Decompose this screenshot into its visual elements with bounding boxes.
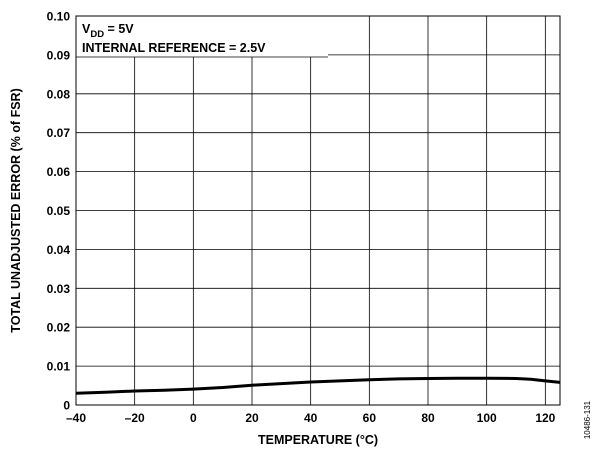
annotation-background: [76, 14, 328, 57]
y-tick-label: 0.03: [47, 282, 71, 296]
y-axis-title: TOTAL UNADJUSTED ERROR (% of FSR): [9, 88, 23, 332]
vdd-rest: = 5V: [104, 22, 134, 36]
grid-lines: [75, 15, 560, 406]
y-tick-label: 0.09: [47, 48, 71, 62]
x-tick-label: 20: [245, 411, 259, 425]
x-tick-label: 40: [304, 411, 318, 425]
y-tick-label: 0.08: [47, 87, 71, 101]
x-axis-title: TEMPERATURE (°C): [258, 433, 378, 447]
x-tick-label: 0: [190, 411, 197, 425]
y-tick-label: 0.06: [47, 165, 71, 179]
y-tick-label: 0.07: [47, 126, 71, 140]
vdd-annotation: VDD = 5V: [82, 22, 134, 40]
y-tick-label: 0.02: [47, 321, 71, 335]
series-line: [75, 376, 561, 395]
x-tick-label: –20: [125, 411, 145, 425]
x-tick-label: –40: [66, 411, 86, 425]
plot-frame: [75, 15, 561, 406]
x-tick-label: 80: [421, 411, 435, 425]
y-tick-label: 0.04: [47, 243, 71, 257]
vdd-subscript: DD: [90, 29, 104, 40]
y-tick-label: 0: [63, 399, 70, 413]
reference-annotation: INTERNAL REFERENCE = 2.5V: [82, 41, 266, 55]
x-tick-label: 120: [535, 411, 555, 425]
y-tick-label: 0.01: [47, 360, 71, 374]
series-group: [75, 376, 561, 395]
x-tick-label: 60: [363, 411, 377, 425]
y-tick-label: 0.10: [47, 10, 71, 24]
figure-code: 10486-131: [583, 400, 592, 439]
tick-labels: –40 –20 0 20 40 60 80 100 120 0 0.01 0.02 0.03 0.04 0.…: [47, 10, 556, 426]
x-tick-label: 100: [477, 411, 497, 425]
y-tick-label: 0.05: [47, 204, 71, 218]
vdd-main: V: [82, 22, 91, 36]
